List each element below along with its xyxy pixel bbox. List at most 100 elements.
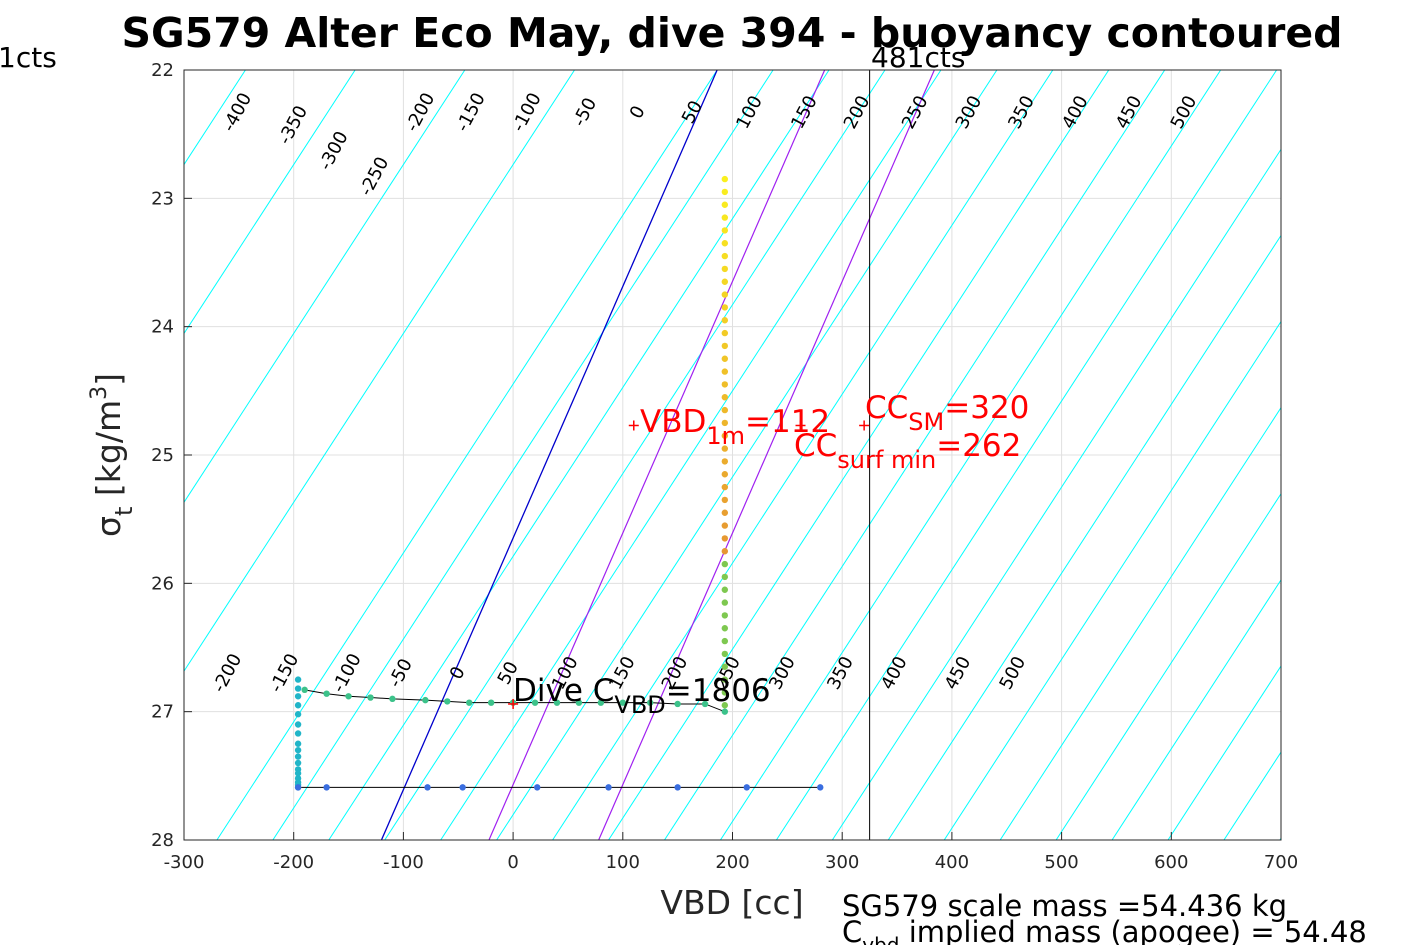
data-point (721, 689, 729, 696)
data-point (721, 278, 729, 285)
data-point (294, 676, 302, 683)
data-point (294, 730, 302, 737)
y-tick-label: 24 (151, 317, 174, 338)
x-tick-label: 100 (606, 852, 640, 873)
contour-line (1111, 579, 1281, 840)
data-point (323, 690, 330, 697)
data-point (721, 201, 729, 208)
x-tick-label: -300 (164, 852, 205, 873)
data-point (721, 240, 729, 247)
data-point (721, 471, 729, 478)
data-point (721, 483, 729, 491)
data-point (721, 548, 729, 555)
data-point (294, 759, 302, 767)
data-point (721, 214, 729, 221)
dive-data-points (294, 175, 870, 791)
data-point (721, 342, 729, 350)
x-tick-label: 200 (715, 852, 749, 873)
implied-mass-text: Cvbd implied mass (apogee) = 54.48 (842, 915, 1367, 945)
data-point (721, 445, 729, 452)
data-point (367, 694, 374, 701)
contour-line (887, 234, 1281, 840)
data-point (721, 586, 729, 593)
x-tick-label: 400 (935, 852, 969, 873)
data-point (323, 784, 330, 791)
data-point (721, 329, 729, 337)
data-point (294, 693, 302, 700)
data-point (721, 625, 729, 632)
data-point (721, 355, 729, 362)
contour-line (440, 70, 942, 840)
contour-line (775, 70, 1278, 840)
contour-line (384, 70, 886, 840)
data-point (721, 560, 729, 568)
data-point (487, 699, 495, 706)
data-point (647, 699, 654, 706)
y-axis-units: [kg/m (89, 400, 128, 496)
data-point (345, 693, 352, 700)
data-point (294, 711, 302, 718)
data-point (721, 573, 729, 581)
data-point (721, 458, 729, 465)
data-point (721, 304, 729, 311)
contour-line (720, 70, 1222, 840)
marker-top-label: 481cts (871, 41, 965, 74)
y-axis-end: ] (89, 373, 128, 386)
y-axis-sub: t (110, 507, 138, 516)
data-point (721, 406, 729, 414)
data-point (459, 784, 466, 791)
data-point (701, 700, 709, 708)
data-point (721, 650, 729, 658)
x-tick-label: 0 (507, 852, 518, 873)
neutral-buoyancy-line (380, 70, 718, 840)
contour-line (664, 70, 1166, 840)
data-point (424, 784, 431, 791)
data-point (294, 702, 302, 709)
data-point (444, 698, 451, 705)
data-point (721, 265, 729, 273)
contour-line (999, 406, 1281, 840)
data-point (389, 695, 396, 703)
data-point (721, 368, 729, 375)
contour-line (831, 148, 1281, 840)
data-point (422, 696, 429, 704)
y-tick-label: 27 (151, 702, 174, 723)
buoyancy-contours (184, 70, 1281, 840)
svg-text:σt [kg/m3]: σt [kg/m3] (87, 373, 138, 537)
data-point (721, 509, 729, 516)
purple-contour-line (488, 70, 826, 840)
data-point (721, 535, 729, 542)
x-tick-label: 300 (825, 852, 859, 873)
contour-line (216, 70, 718, 840)
contour-line (496, 70, 998, 840)
chart-title: SG579 Alter Eco May, dive 394 - buoyancy… (121, 9, 1342, 57)
y-tick-label: 26 (151, 573, 174, 594)
y-axis-label: σt [kg/m3] (87, 373, 138, 537)
data-point (294, 740, 302, 747)
x-tick-label: 700 (1264, 852, 1298, 873)
data-point (817, 784, 824, 791)
contour-line (184, 70, 356, 335)
purple-contour-line (598, 70, 935, 840)
y-tick-label: 28 (151, 830, 174, 851)
contour-line (272, 70, 774, 840)
scale-mass-text: SG579 scale mass =54.436 kg (842, 889, 1287, 923)
x-tick-label: 600 (1154, 852, 1188, 873)
data-point (721, 188, 729, 196)
contour-line (328, 70, 830, 840)
data-point (721, 663, 729, 670)
data-point (466, 699, 473, 706)
y-tick-label: 23 (151, 188, 174, 209)
data-point (294, 746, 302, 754)
y-axis-sup: 3 (87, 386, 112, 400)
contour-line (1055, 492, 1281, 840)
data-point (721, 496, 729, 504)
data-point (743, 784, 750, 791)
data-point (721, 381, 729, 388)
data-point (294, 753, 302, 760)
data-point (294, 770, 302, 777)
data-point (721, 432, 729, 439)
data-point (721, 317, 729, 324)
data-point (531, 699, 539, 706)
